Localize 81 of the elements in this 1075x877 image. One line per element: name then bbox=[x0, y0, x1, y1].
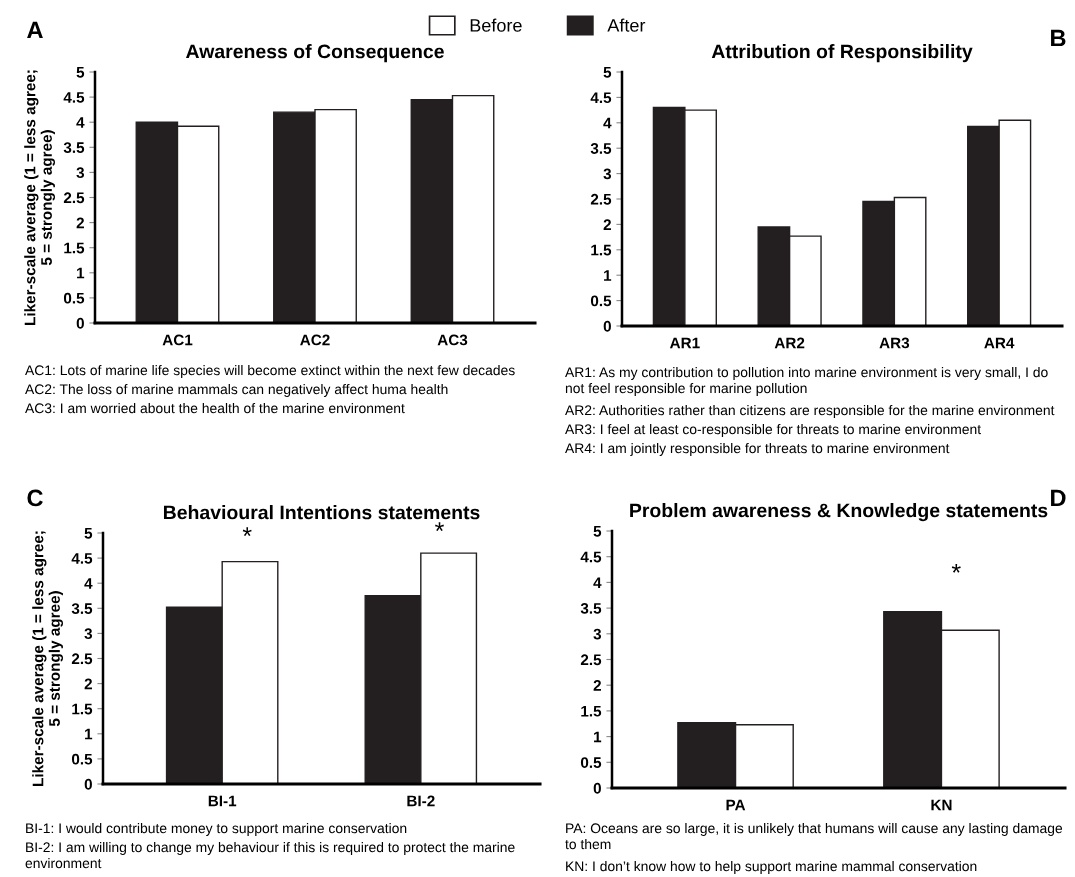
y-tick-label: 0 bbox=[603, 320, 611, 332]
y-tick-label: 1 bbox=[85, 728, 93, 740]
y-tick-label: 3 bbox=[593, 628, 602, 640]
chart-title: Attribution of Responsibility bbox=[711, 44, 973, 63]
y-tick-label: 2 bbox=[84, 678, 92, 690]
chart-title: Behavioural Intentions statements bbox=[163, 505, 480, 520]
y-tick-label: 1.5 bbox=[591, 244, 612, 256]
text: AR3: I feel at least co-responsible for threats to marine environment bbox=[565, 424, 981, 437]
legend-label: After bbox=[607, 18, 646, 32]
y-tick-label: 1 bbox=[77, 267, 85, 279]
legend-label: Before bbox=[470, 18, 522, 32]
annotation: * bbox=[242, 527, 252, 537]
y-tick-label: 0.5 bbox=[580, 757, 602, 768]
text: PA: Oceans are so large, it is unlikely that humans will cause any lasting damage to them bbox=[565, 823, 1063, 850]
x-tick-label: AC2 bbox=[300, 334, 330, 346]
y-tick-label: 2.5 bbox=[63, 192, 85, 204]
y-tick-label: 4 bbox=[593, 577, 602, 588]
y-tick-label: 1.5 bbox=[64, 242, 85, 254]
x-tick-label: AC3 bbox=[437, 334, 468, 346]
y-tick-label: 2.5 bbox=[580, 654, 602, 666]
chart-title: Problem awareness & Knowledge statements bbox=[630, 503, 1048, 522]
y-tick-label: 5 bbox=[76, 67, 85, 78]
y-tick-label: 4 bbox=[76, 117, 85, 128]
y-tick-label: 2.5 bbox=[71, 653, 93, 665]
y-tick-label: 3.5 bbox=[580, 602, 602, 614]
y-tick-label: 5 bbox=[603, 67, 612, 78]
y-tick-label: 4.5 bbox=[63, 92, 85, 103]
y-axis-title: Liker-scale average (1 = less agree; 5 = strongly agree) bbox=[24, 70, 56, 325]
x-tick-label: AC1 bbox=[162, 334, 193, 346]
text: B bbox=[1051, 29, 1066, 47]
x-tick-label: AR2 bbox=[774, 337, 805, 349]
y-tick-label: 3 bbox=[84, 628, 93, 640]
y-tick-label: 1.5 bbox=[72, 703, 93, 715]
annotation: * bbox=[951, 563, 961, 573]
y-axis-title: Liker-scale average (1 = less agree; 5 = strongly agree) bbox=[32, 531, 64, 786]
y-tick-label: 0 bbox=[84, 778, 92, 790]
text: BI-1: I would contribute money to support marine conservation bbox=[26, 823, 407, 836]
text: BI-2: I am willing to change my behaviour if this is required to protect the marine environment bbox=[25, 842, 515, 869]
chart-title: Awareness of Consequence bbox=[185, 44, 444, 63]
text: AR2: Authorities rather than citizens are responsible for the marine environment bbox=[565, 405, 1055, 418]
x-tick-label: BI-1 bbox=[208, 795, 237, 807]
y-tick-label: 4.5 bbox=[71, 553, 93, 564]
text: KN: I don’t know how to help support marine mammal conservation bbox=[566, 861, 977, 874]
y-tick-label: 0.5 bbox=[590, 295, 612, 307]
y-tick-label: 2 bbox=[76, 217, 84, 229]
y-tick-label: 3.5 bbox=[63, 142, 85, 154]
x-tick-label: AR3 bbox=[879, 337, 910, 349]
y-tick-label: 3 bbox=[603, 168, 612, 180]
y-tick-label: 0 bbox=[593, 782, 601, 794]
y-tick-label: 3.5 bbox=[590, 143, 612, 154]
y-tick-label: 5 bbox=[593, 526, 602, 537]
x-tick-label: KN bbox=[931, 799, 952, 811]
y-tick-label: 1 bbox=[594, 731, 602, 743]
y-tick-label: 5 bbox=[84, 528, 93, 539]
text: AC1: Lots of marine life species will become extinct within the next few decades bbox=[25, 365, 515, 378]
text: C bbox=[27, 489, 43, 507]
y-tick-label: 4.5 bbox=[590, 92, 612, 104]
y-tick-label: 3.5 bbox=[71, 603, 93, 615]
text: D bbox=[1051, 489, 1066, 507]
y-tick-label: 0 bbox=[76, 317, 84, 329]
text: AC2: The loss of marine mammals can negatively affect huma health bbox=[25, 384, 448, 397]
x-tick-label: PA bbox=[726, 799, 746, 811]
y-tick-label: 4 bbox=[84, 578, 93, 589]
y-tick-label: 2.5 bbox=[590, 193, 612, 205]
text: AR4: I am jointly responsible for threats to marine environment bbox=[565, 443, 950, 456]
y-tick-label: 1.5 bbox=[581, 705, 602, 717]
y-tick-label: 0.5 bbox=[71, 753, 93, 765]
y-tick-label: 4 bbox=[603, 117, 612, 129]
y-tick-label: 0.5 bbox=[63, 292, 85, 304]
y-tick-label: 4.5 bbox=[580, 551, 602, 563]
y-tick-label: 2 bbox=[603, 219, 611, 230]
x-tick-label: BI-2 bbox=[407, 795, 435, 807]
text: AR1: As my contribution to pollution into marine environment is very small, I do not feel responsible for marine pollution bbox=[565, 367, 1048, 396]
x-tick-label: AR4 bbox=[984, 337, 1015, 349]
text: AC3: I am worried about the health of the marine environment bbox=[25, 403, 405, 414]
text: * bbox=[435, 522, 444, 532]
text: A bbox=[27, 21, 43, 39]
x-tick-label: AR1 bbox=[669, 337, 700, 349]
y-tick-label: 1 bbox=[604, 270, 612, 281]
y-tick-label: 2 bbox=[593, 680, 601, 691]
y-tick-label: 3 bbox=[76, 167, 85, 179]
